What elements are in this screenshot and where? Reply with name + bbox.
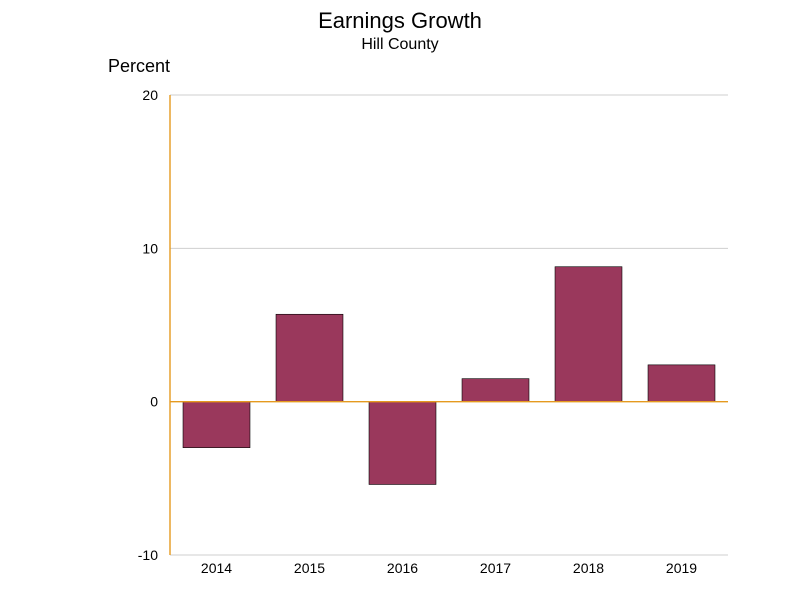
x-tick-label: 2018: [573, 560, 604, 576]
chart-title: Earnings Growth: [0, 8, 800, 34]
y-tick-label: 20: [142, 87, 158, 103]
chart-subtitle: Hill County: [0, 36, 800, 54]
bar-2018: [555, 267, 622, 402]
bar-2014: [183, 402, 250, 448]
earnings-growth-chart: Earnings Growth Hill County Percent -10 0…: [0, 0, 800, 600]
x-tick-label: 2017: [480, 560, 511, 576]
bar-2015: [276, 314, 343, 401]
y-tick-label: -10: [138, 547, 158, 563]
x-tick-label: 2014: [201, 560, 232, 576]
bar-2019: [648, 365, 715, 402]
x-tick-label: 2019: [666, 560, 697, 576]
chart-canvas: -10 0 10 20 2014 2015 2016 2017 2018 2019: [0, 0, 800, 600]
y-tick-label: 0: [150, 394, 158, 410]
bar-2017: [462, 379, 529, 402]
y-axis-label: Percent: [108, 56, 170, 77]
bar-2016: [369, 402, 436, 485]
x-tick-label: 2016: [387, 560, 418, 576]
y-tick-label: 10: [142, 240, 158, 256]
x-tick-label: 2015: [294, 560, 325, 576]
